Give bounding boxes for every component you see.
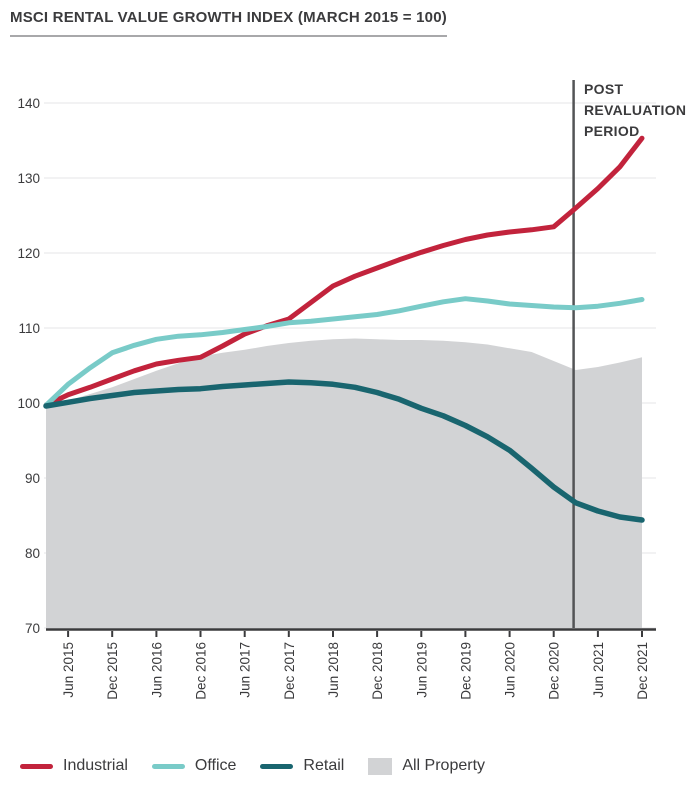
y-tick-label: 130 xyxy=(17,171,40,186)
x-tick-label: Dec 2018 xyxy=(370,642,385,700)
y-tick-label: 120 xyxy=(17,246,40,261)
legend-swatch-retail xyxy=(260,763,294,769)
post-revaluation-annotation: POST REVALUATION PERIOD xyxy=(584,79,686,142)
legend-swatch-all-property xyxy=(368,757,393,775)
series-office xyxy=(43,296,645,408)
legend-swatch-industrial xyxy=(20,763,53,769)
y-tick-label: 140 xyxy=(17,96,40,111)
legend-item-industrial: Industrial xyxy=(20,757,128,775)
x-tick-label: Dec 2015 xyxy=(105,642,120,700)
y-tick-label: 70 xyxy=(25,621,40,636)
x-tick-label: Jun 2016 xyxy=(149,642,164,698)
x-tick-label: Dec 2016 xyxy=(194,642,209,700)
x-tick-label: Dec 2017 xyxy=(282,642,297,700)
annotation-line-3: PERIOD xyxy=(584,123,640,139)
legend-label-office: Office xyxy=(194,757,237,774)
rental-value-growth-chart: Jun 2015 Dec 2015 Jun 2016 Dec 2016 Jun 2017… xyxy=(17,80,656,700)
x-tick-label: Jun 2021 xyxy=(591,642,606,698)
legend-item-all-property: All Property xyxy=(368,757,485,775)
x-tick-label: Jun 2017 xyxy=(238,642,253,698)
y-tick-label: 110 xyxy=(18,321,40,336)
series-industrial xyxy=(43,135,645,408)
y-tick-label: 100 xyxy=(17,396,40,411)
x-tick-label: Dec 2019 xyxy=(458,642,473,700)
legend-label-all-property: All Property xyxy=(402,757,486,774)
chart-legend: Industrial Office Retail All Property xyxy=(20,752,485,780)
legend-label-retail: Retail xyxy=(303,757,345,774)
x-tick-label: Dec 2021 xyxy=(635,642,650,700)
x-tick-label: Jun 2018 xyxy=(326,642,341,698)
annotation-line-1: POST xyxy=(584,81,624,97)
x-tick-label: Jun 2020 xyxy=(503,642,518,698)
x-tick-label: Dec 2020 xyxy=(547,642,562,700)
x-tick-label: Jun 2015 xyxy=(61,642,76,698)
y-tick-label: 80 xyxy=(25,546,40,561)
legend-label-industrial: Industrial xyxy=(63,757,128,774)
legend-item-retail: Retail xyxy=(260,757,344,775)
x-tick-label: Jun 2019 xyxy=(414,642,429,698)
y-tick-label: 90 xyxy=(25,471,40,486)
series-retail xyxy=(43,379,645,523)
chart-title: MSCI RENTAL VALUE GROWTH INDEX (MARCH 20… xyxy=(10,9,447,37)
annotation-line-2: REVALUATION xyxy=(584,102,687,118)
legend-swatch-office xyxy=(151,763,185,769)
legend-item-office: Office xyxy=(151,757,237,775)
area-all-property xyxy=(46,338,642,628)
